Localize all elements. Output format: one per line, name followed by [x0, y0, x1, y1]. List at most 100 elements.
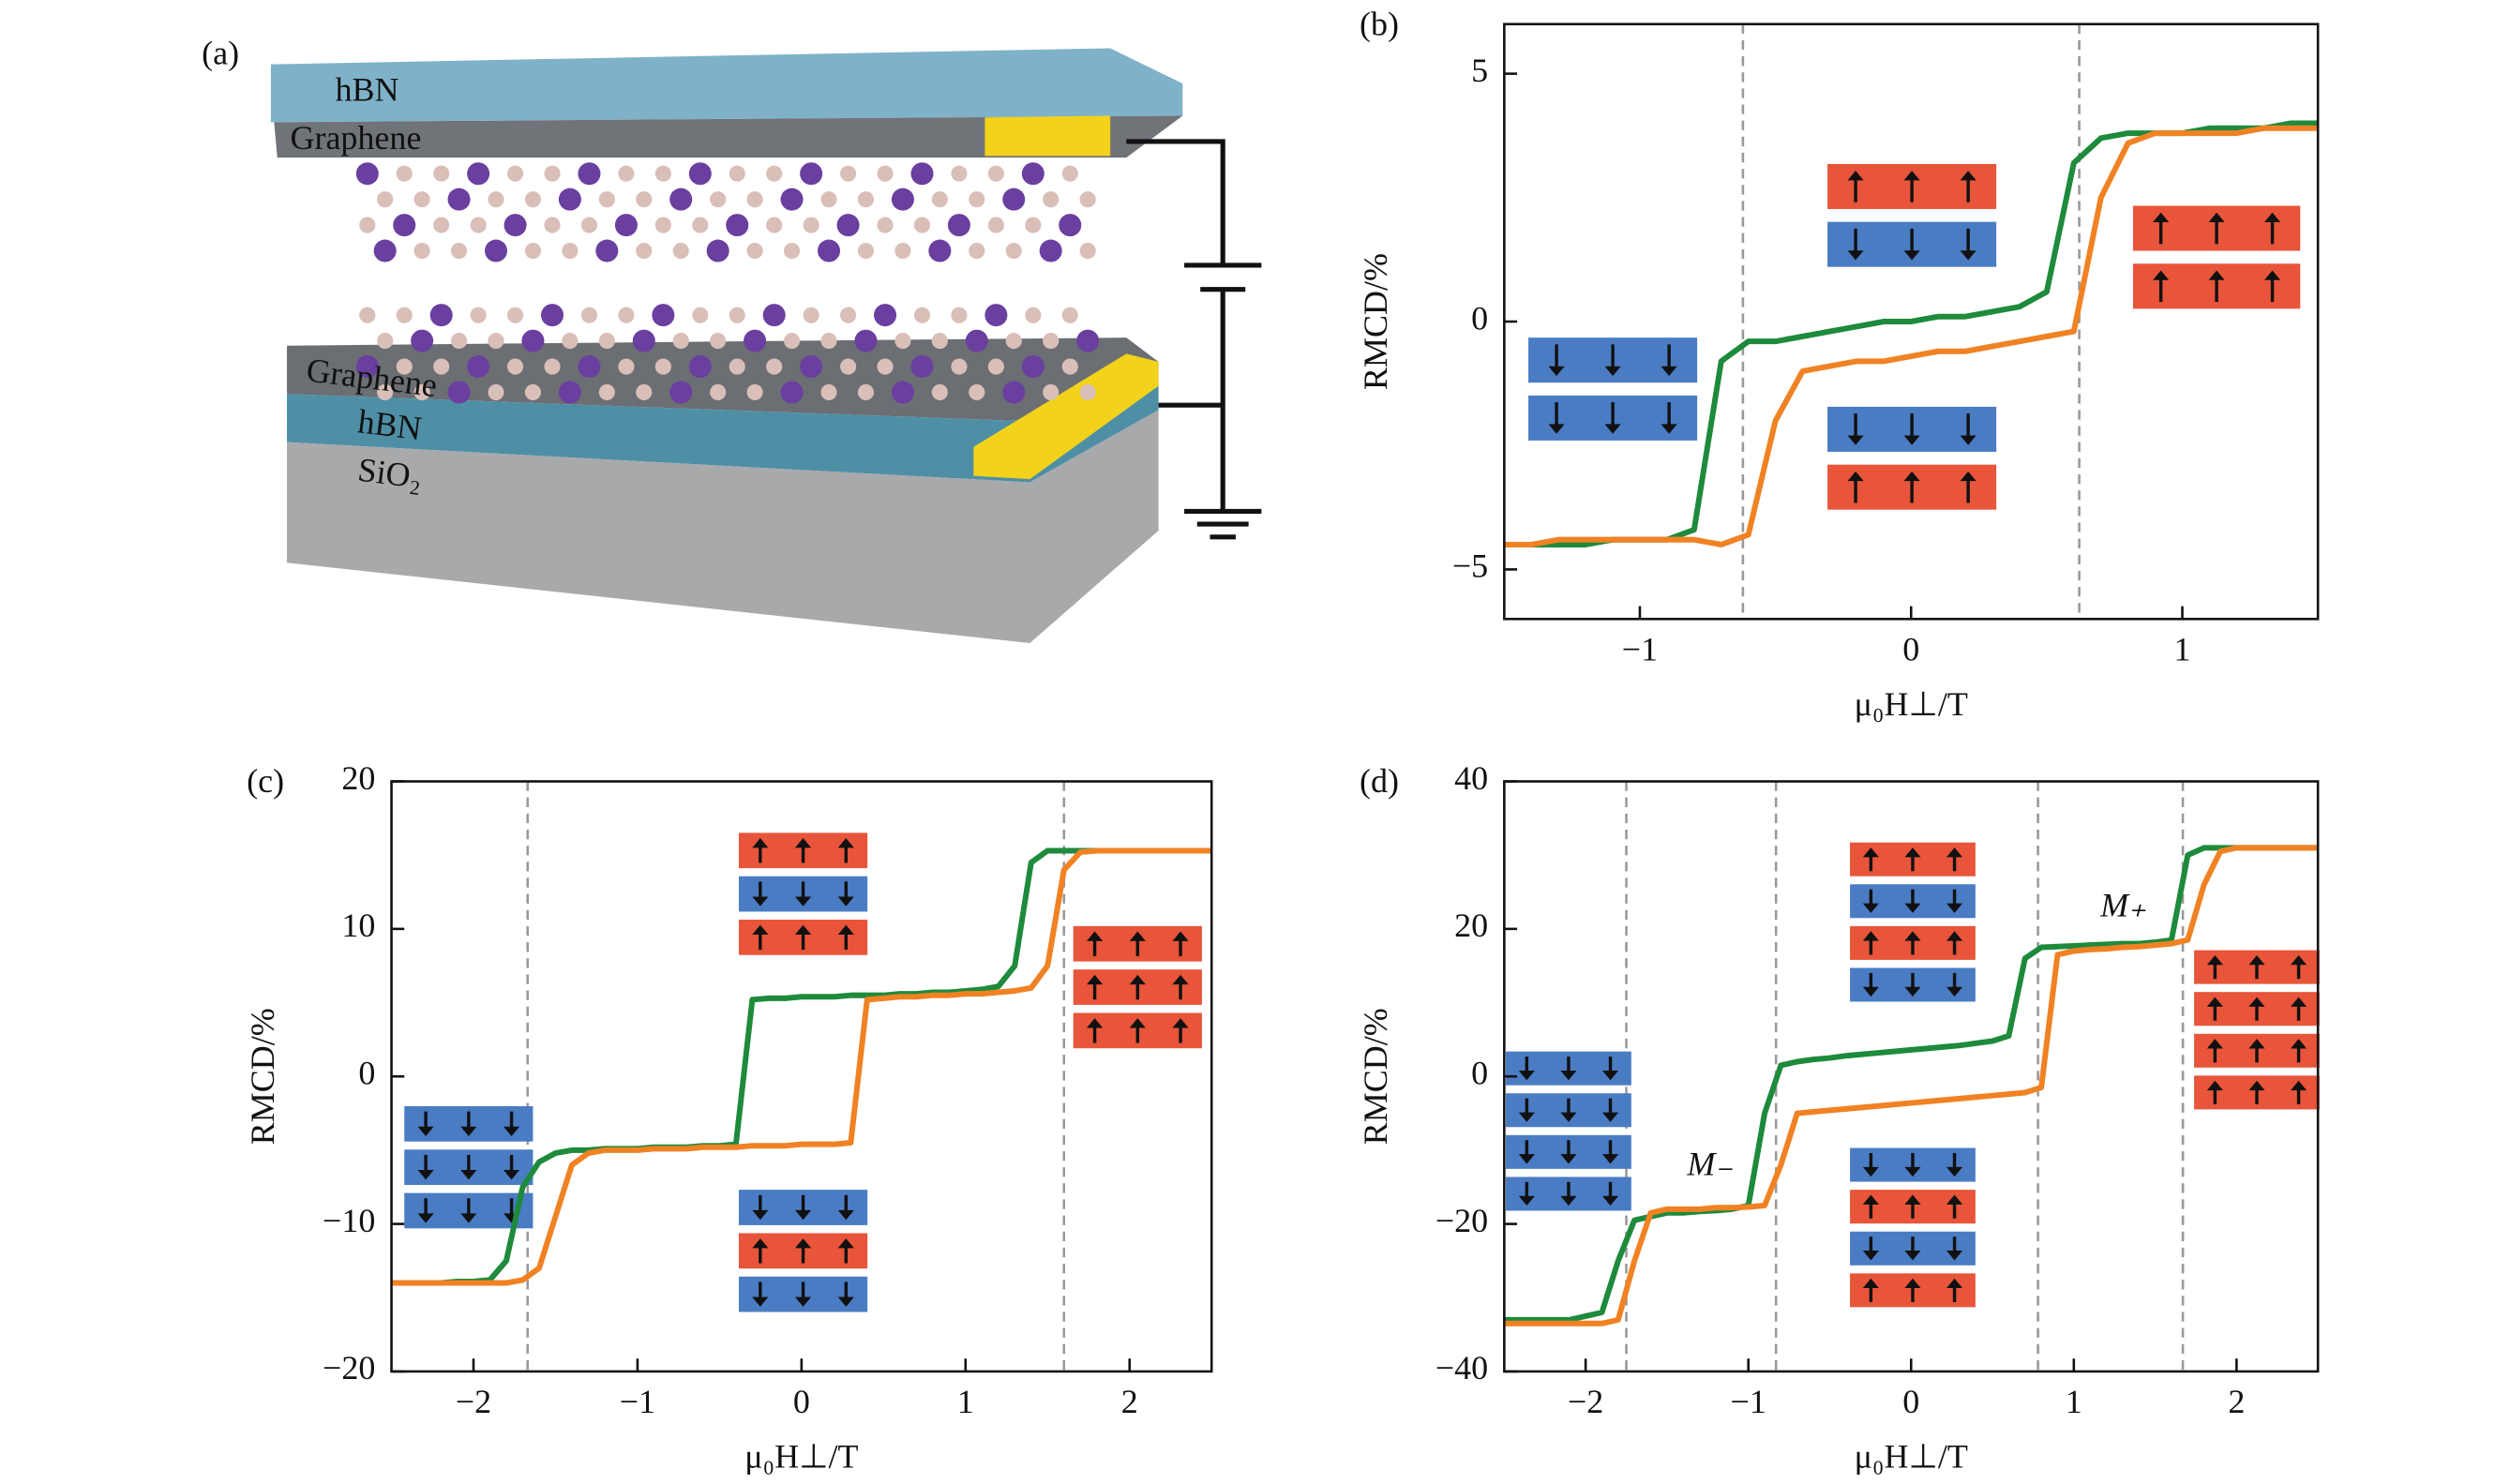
spin-arrowhead: [1960, 435, 1976, 445]
spin-arrowhead: [1862, 931, 1879, 941]
spin-arrowhead: [1518, 1195, 1535, 1207]
spin-arrowhead: [2248, 1039, 2265, 1049]
atom: [373, 239, 397, 262]
atom: [618, 358, 635, 375]
atom: [654, 217, 671, 233]
atom: [857, 191, 875, 208]
atom: [1025, 307, 1042, 323]
atom: [1005, 333, 1022, 350]
atom: [450, 242, 468, 260]
atom: [1079, 383, 1096, 401]
spin-arrowhead: [2206, 1080, 2223, 1091]
spin-arrowhead: [1604, 424, 1621, 434]
atom: [820, 191, 837, 208]
atom: [504, 214, 527, 237]
y-tick-label: −10: [323, 1202, 375, 1239]
atom: [636, 383, 653, 401]
atom: [910, 355, 934, 379]
y-tick-label: −5: [1452, 547, 1488, 585]
atom: [874, 304, 897, 327]
spin-arrowhead: [417, 1213, 434, 1223]
spin-arrowhead: [1862, 986, 1879, 997]
atom: [470, 307, 487, 323]
atom: [746, 242, 763, 260]
atom: [951, 307, 968, 323]
atom: [669, 381, 693, 404]
x-tick-label: 0: [1902, 1383, 1919, 1420]
atom: [780, 187, 804, 211]
spin-arrowhead: [794, 1297, 812, 1307]
atom: [413, 191, 430, 208]
spin-arrowhead: [1946, 847, 1963, 858]
spin-arrowhead: [1946, 1166, 1963, 1177]
atom: [1079, 242, 1096, 260]
atom: [1002, 187, 1026, 211]
atom: [877, 217, 894, 233]
spin-arrowhead: [2263, 270, 2281, 280]
atom: [433, 358, 450, 375]
spin-arrowhead: [460, 1170, 477, 1180]
y-axis-label: RMCD/%: [244, 1008, 281, 1145]
atom: [706, 239, 729, 262]
atom: [521, 329, 545, 352]
spin-arrowhead: [1960, 250, 1976, 261]
atom: [541, 304, 564, 327]
atom: [729, 165, 745, 182]
spin-arrowhead: [2290, 1039, 2307, 1049]
x-tick-label: −2: [456, 1383, 491, 1420]
atom: [766, 165, 783, 182]
atom: [355, 162, 379, 186]
spin-arrowhead: [1518, 1070, 1535, 1081]
spin-arrowhead: [2248, 955, 2265, 966]
atom: [836, 214, 860, 237]
atom: [598, 333, 615, 350]
layer-label: hBN: [356, 402, 424, 447]
spin-arrowhead: [2290, 997, 2307, 1007]
spin-arrowhead: [1904, 847, 1921, 858]
crystal: [355, 162, 1100, 404]
atom: [544, 358, 561, 375]
atom: [396, 307, 413, 323]
spin-arrowhead: [752, 896, 769, 907]
atom: [506, 307, 524, 323]
atom: [447, 187, 471, 211]
spin-arrowhead: [1960, 171, 1976, 181]
spin-arrowhead: [1086, 974, 1104, 985]
spin-arrowhead: [460, 1126, 477, 1137]
atom: [1039, 239, 1062, 262]
x-tick-label: −1: [620, 1383, 655, 1420]
atom: [1005, 242, 1022, 260]
atom: [377, 383, 394, 401]
x-tick-label: 1: [957, 1383, 974, 1420]
spin-arrowhead: [1946, 903, 1963, 913]
atom: [506, 165, 524, 182]
atom: [910, 162, 934, 186]
atom: [1061, 307, 1078, 323]
atom: [484, 239, 507, 262]
layer-label: Graphene: [290, 119, 421, 157]
y-tick-label: 20: [341, 759, 375, 797]
atom: [562, 242, 579, 260]
atom: [710, 333, 727, 350]
layer-label: SiO₂: [356, 451, 425, 496]
atom: [672, 333, 689, 350]
atom: [396, 165, 413, 182]
data-line: [1504, 845, 2319, 1327]
spin-arrowhead: [1548, 424, 1565, 434]
atom: [669, 187, 693, 211]
atom: [632, 329, 655, 352]
spin-arrowhead: [1548, 366, 1565, 376]
spin-arrowhead: [2153, 270, 2170, 280]
atom: [969, 242, 985, 260]
spin-arrowhead: [2290, 955, 2307, 966]
spin-arrowhead: [2263, 212, 2281, 223]
top-graphene: [274, 115, 1183, 158]
spin-arrowhead: [1862, 847, 1879, 858]
atom: [1025, 217, 1042, 233]
spin-arrowhead: [1903, 250, 1920, 261]
atom: [984, 304, 1008, 327]
atom: [506, 358, 524, 375]
x-tick-label: 1: [2066, 1383, 2082, 1420]
spin-arrowhead: [1560, 1154, 1577, 1164]
y-axis-label: RMCD/%: [1357, 253, 1394, 390]
